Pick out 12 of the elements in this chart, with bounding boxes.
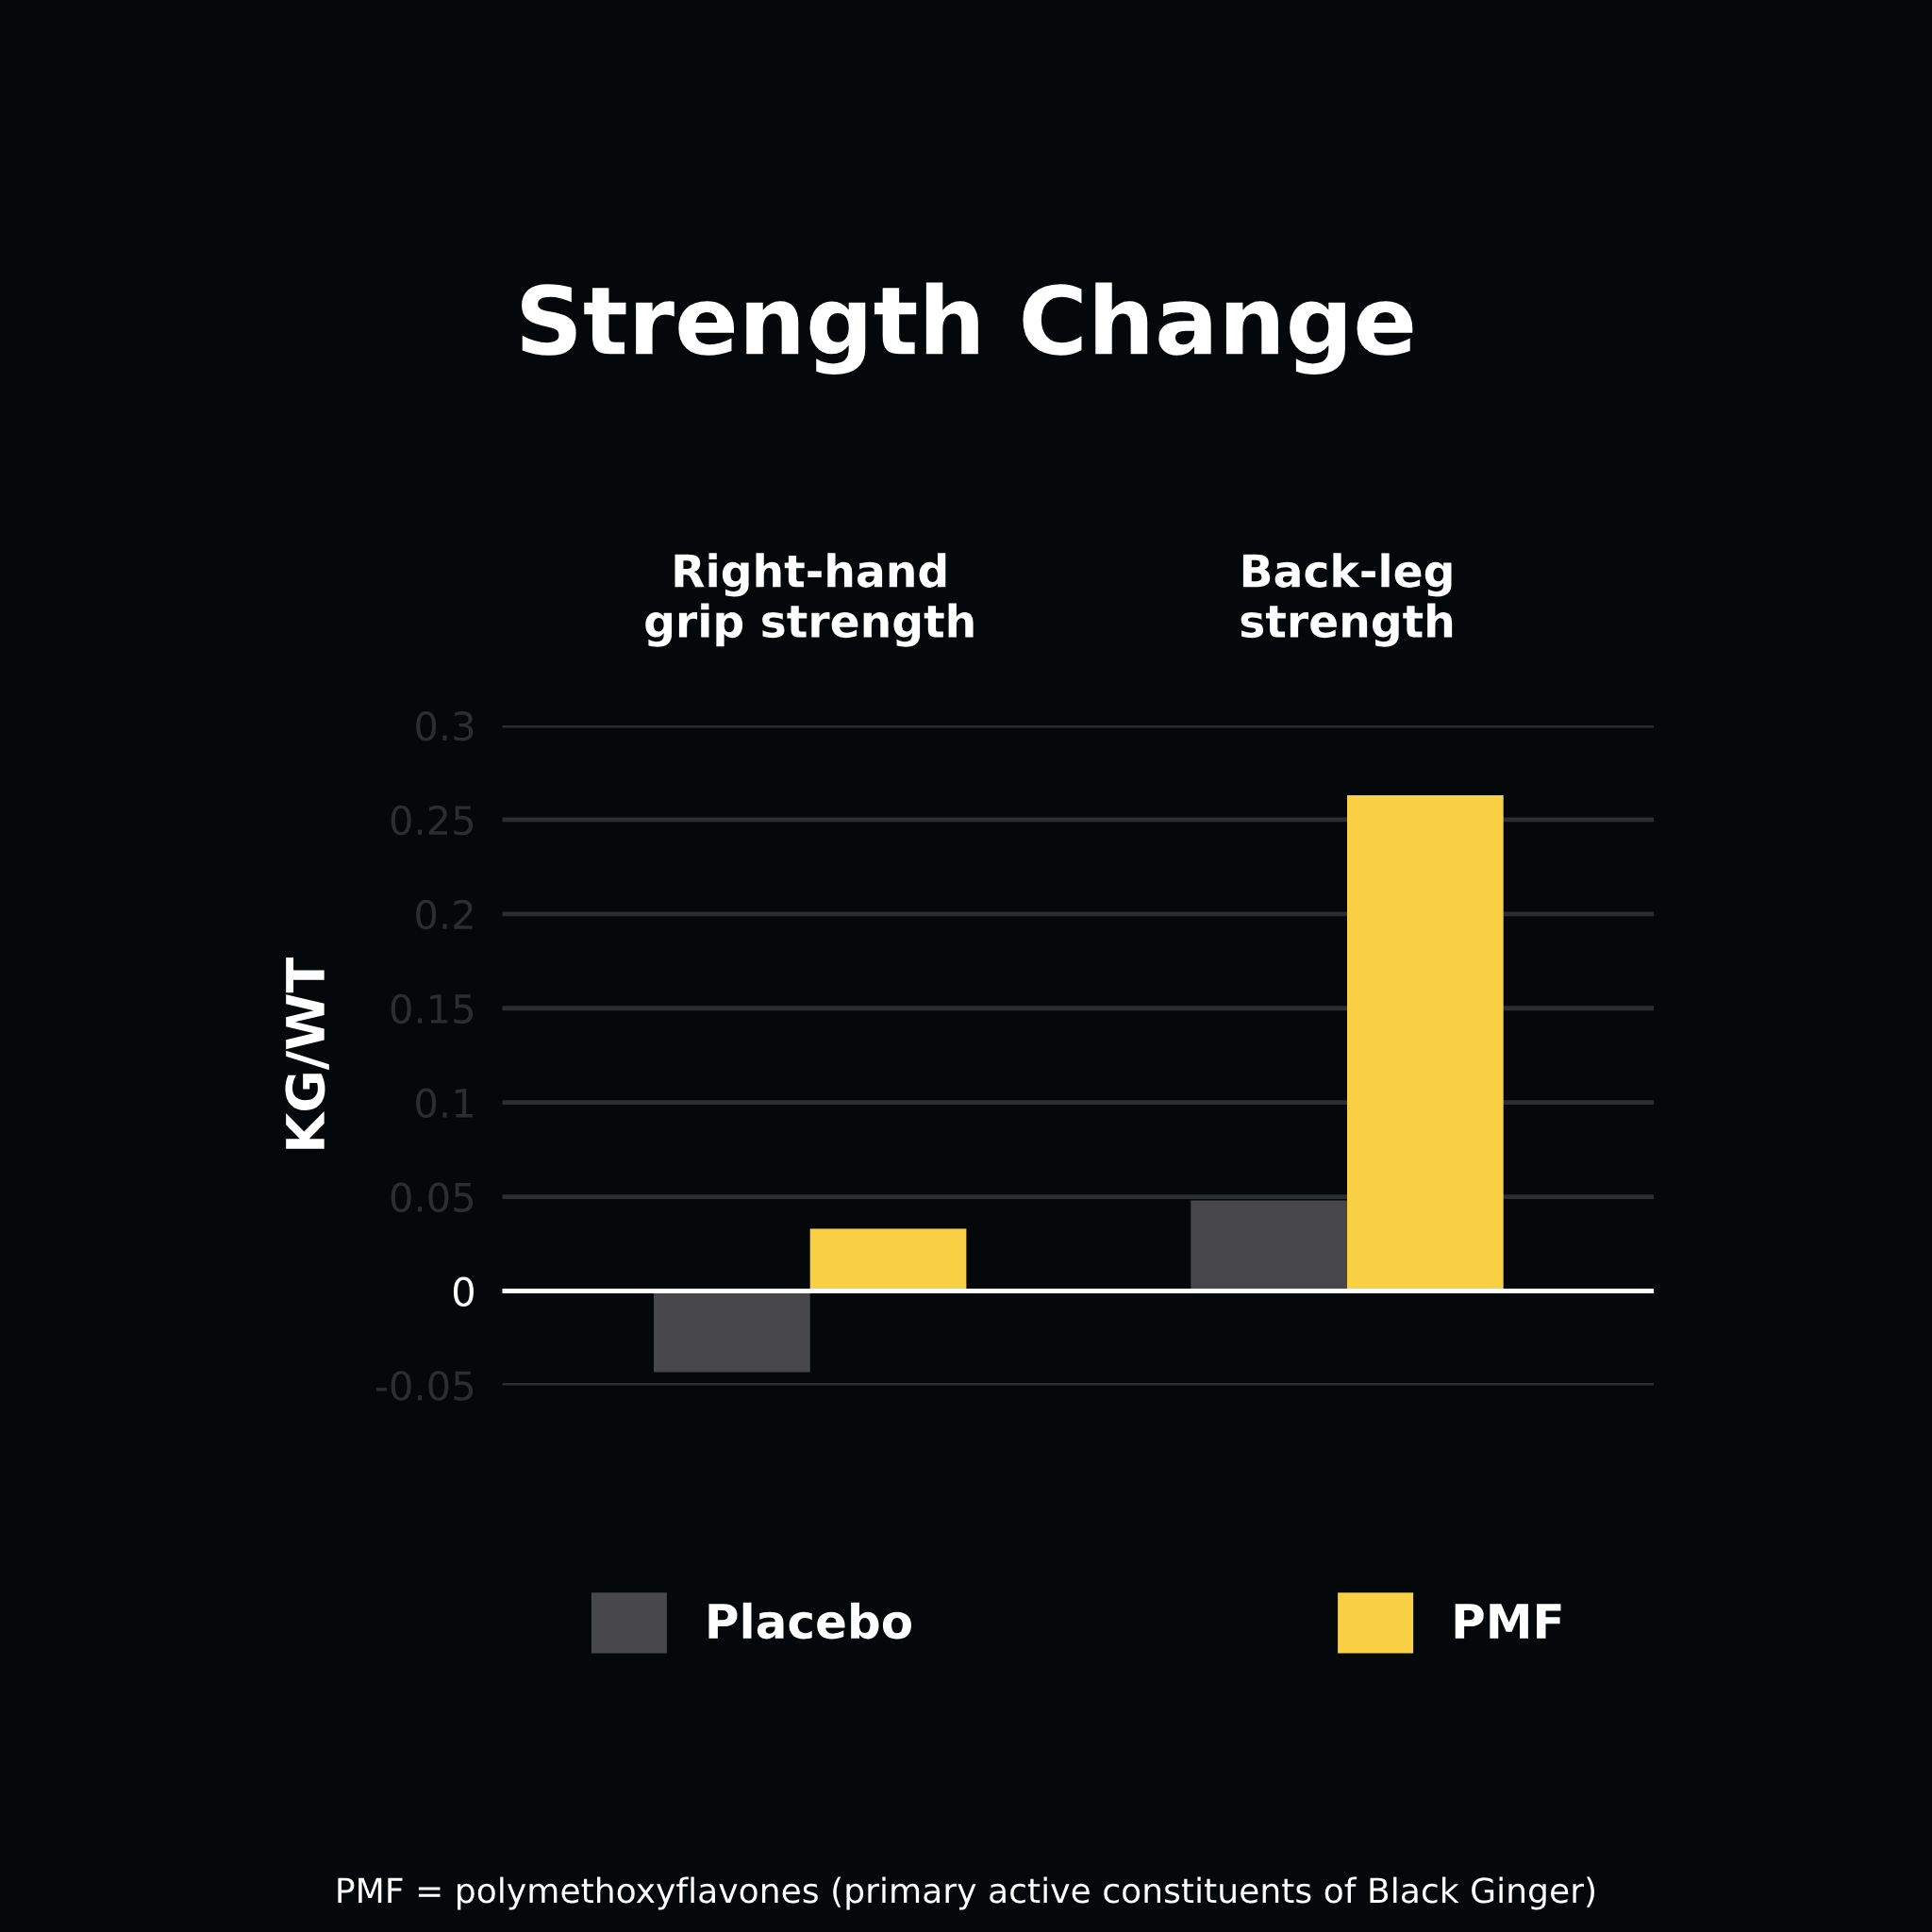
legend-label: PMF — [1455, 1604, 1561, 1639]
bar — [654, 1291, 810, 1373]
y-tick-label: 0 — [453, 1276, 474, 1307]
x-tick-label: Right-hand grip strength — [645, 553, 974, 647]
bar — [809, 1228, 967, 1291]
chart-title: Strength Change — [522, 282, 1413, 375]
bar — [1347, 794, 1504, 1291]
x-tick-label: Back-leg strength — [1241, 553, 1453, 647]
bar — [1191, 1200, 1348, 1291]
legend-label: Placebo — [708, 1602, 911, 1640]
y-axis-title: KG/WT — [285, 957, 329, 1149]
text: PMF = polymethoxyflavones (primary active constituents of Black Ginger) — [338, 1876, 1595, 1910]
